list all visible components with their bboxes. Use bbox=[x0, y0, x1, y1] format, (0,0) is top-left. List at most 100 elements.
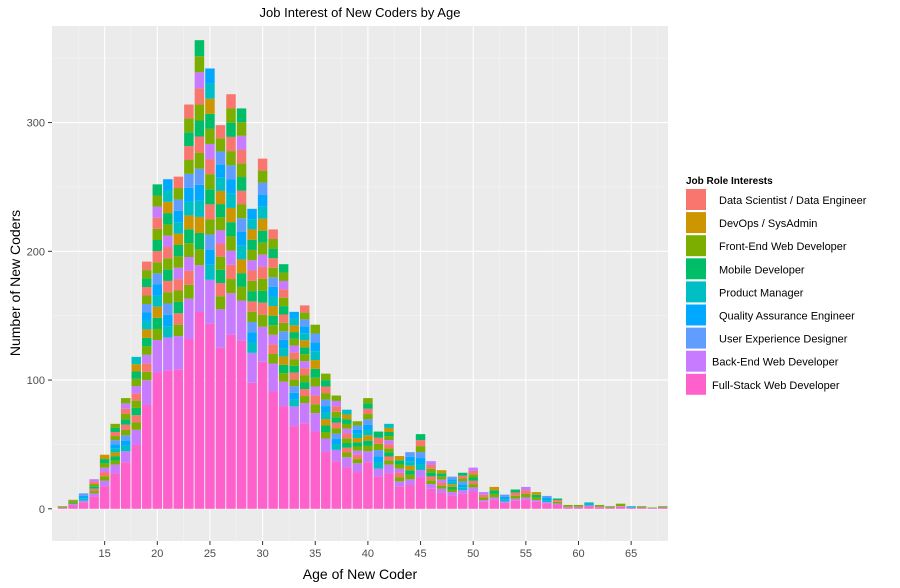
legend-item: Data Scientist / Data Engineer bbox=[686, 189, 867, 210]
bar-segment bbox=[542, 500, 552, 503]
bar-segment bbox=[447, 492, 457, 496]
bar-segment bbox=[173, 336, 184, 370]
bar-segment bbox=[152, 184, 163, 196]
bar-segment bbox=[468, 477, 478, 481]
legend-label: Back-End Web Developer bbox=[712, 357, 839, 369]
bar-segment bbox=[236, 259, 247, 274]
bar-segment bbox=[363, 435, 373, 441]
bar-segment bbox=[310, 377, 320, 387]
bar-segment bbox=[363, 408, 373, 415]
bar-segment bbox=[289, 345, 299, 353]
bar-segment bbox=[426, 468, 436, 473]
bar-segment bbox=[205, 143, 215, 160]
bar-segment bbox=[478, 492, 489, 495]
bar-segment bbox=[226, 222, 236, 237]
bar-segment bbox=[278, 297, 289, 307]
bar-stack bbox=[215, 125, 226, 509]
bar-segment bbox=[78, 493, 89, 496]
bar-stack bbox=[426, 461, 436, 509]
bar-segment bbox=[194, 72, 205, 89]
bar-segment bbox=[321, 399, 331, 407]
bar-segment bbox=[363, 445, 373, 452]
bar-segment bbox=[173, 301, 184, 314]
bar-segment bbox=[436, 488, 447, 493]
legend-swatch bbox=[686, 235, 706, 257]
bar-segment bbox=[89, 488, 99, 492]
bar-segment bbox=[57, 506, 68, 508]
bar-segment bbox=[363, 403, 373, 409]
bar-segment bbox=[615, 506, 626, 509]
bar-segment bbox=[500, 496, 510, 500]
bar-segment bbox=[268, 344, 278, 354]
bar-stack bbox=[205, 68, 215, 509]
bar-segment bbox=[352, 454, 363, 460]
bar-segment bbox=[131, 356, 141, 365]
bar-segment bbox=[363, 429, 373, 436]
bar-segment bbox=[184, 298, 194, 340]
bar-segment bbox=[99, 486, 110, 509]
bar-segment bbox=[142, 278, 152, 288]
legend-item: Front-End Web Developer bbox=[686, 235, 847, 257]
bar-segment bbox=[194, 184, 205, 201]
bar-segment bbox=[299, 319, 310, 327]
bar-segment bbox=[563, 507, 573, 509]
bar-segment bbox=[426, 480, 436, 485]
bar-segment bbox=[394, 464, 405, 469]
bar-segment bbox=[342, 452, 352, 458]
bar-segment bbox=[626, 507, 636, 508]
bar-segment bbox=[436, 485, 447, 489]
bar-segment bbox=[194, 136, 205, 153]
bar-segment bbox=[342, 442, 352, 448]
bar-segment bbox=[510, 495, 521, 499]
bar-segment bbox=[236, 204, 247, 219]
bar-segment bbox=[384, 464, 394, 474]
bar-segment bbox=[205, 219, 215, 235]
bar-stack bbox=[468, 467, 478, 509]
bar-segment bbox=[342, 438, 352, 443]
bar-segment bbox=[278, 348, 289, 357]
bar-segment bbox=[384, 473, 394, 509]
bar-segment bbox=[521, 497, 531, 500]
bar-segment bbox=[205, 83, 215, 99]
bar-stack bbox=[521, 486, 531, 509]
bar-segment bbox=[142, 287, 152, 296]
bar-segment bbox=[68, 504, 78, 506]
bar-segment bbox=[163, 303, 173, 315]
bar-segment bbox=[489, 499, 499, 509]
bar-stack bbox=[489, 486, 499, 509]
bar-segment bbox=[321, 452, 331, 509]
bar-segment bbox=[531, 497, 542, 501]
bar-segment bbox=[99, 463, 110, 468]
bar-segment bbox=[342, 433, 352, 439]
bar-segment bbox=[594, 504, 605, 507]
bar-segment bbox=[436, 492, 447, 509]
bar-segment bbox=[247, 291, 257, 302]
bar-segment bbox=[363, 451, 373, 463]
bar-segment bbox=[226, 179, 236, 194]
bar-stack bbox=[142, 261, 152, 509]
bar-segment bbox=[226, 94, 236, 109]
bar-segment bbox=[615, 503, 626, 507]
bar-segment bbox=[110, 440, 120, 445]
bar-segment bbox=[57, 507, 68, 509]
bar-segment bbox=[257, 218, 268, 231]
bar-segment bbox=[163, 314, 173, 327]
bar-segment bbox=[110, 464, 120, 474]
bar-segment bbox=[110, 423, 120, 428]
bar-segment bbox=[352, 438, 363, 443]
bar-segment bbox=[226, 165, 236, 180]
bar-segment bbox=[331, 433, 342, 440]
bar-segment bbox=[120, 451, 131, 463]
bar-segment bbox=[247, 219, 257, 230]
bar-segment bbox=[152, 262, 163, 274]
bar-segment bbox=[563, 506, 573, 508]
bar-stack bbox=[57, 506, 68, 509]
bar-segment bbox=[352, 459, 363, 464]
bar-segment bbox=[647, 508, 657, 509]
bar-segment bbox=[299, 312, 310, 320]
bar-segment bbox=[78, 500, 89, 503]
bar-segment bbox=[142, 295, 152, 304]
bar-segment bbox=[352, 433, 363, 439]
bar-stack bbox=[247, 208, 257, 509]
bar-segment bbox=[405, 470, 415, 475]
